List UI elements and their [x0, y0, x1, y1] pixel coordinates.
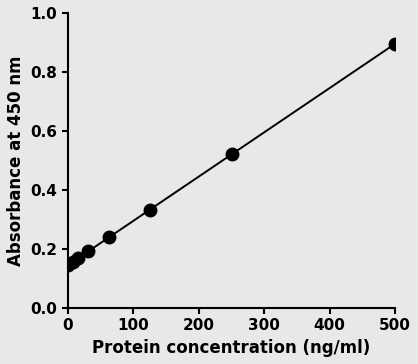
X-axis label: Protein concentration (ng/ml): Protein concentration (ng/ml) [92, 339, 371, 357]
Y-axis label: Absorbance at 450 nm: Absorbance at 450 nm [7, 55, 25, 266]
